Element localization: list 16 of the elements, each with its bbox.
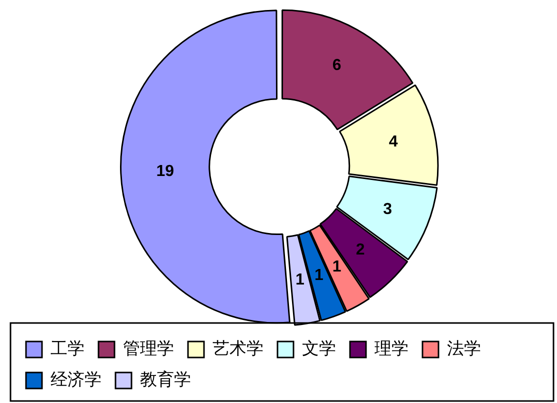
legend-label: 教育学 (140, 370, 191, 390)
legend-label: 工学 (50, 338, 84, 359)
legend-label: 艺术学 (212, 338, 264, 359)
data-label: 1 (332, 258, 342, 276)
data-label: 1 (314, 266, 324, 284)
legend-label: 文学 (302, 338, 336, 359)
legend-label: 管理学 (123, 338, 174, 359)
data-label: 1 (296, 272, 305, 289)
data-label: 19 (156, 162, 174, 180)
legend-label: 理学 (374, 338, 408, 359)
legend-label: 经济学 (50, 370, 102, 390)
legend-label: 法学 (447, 338, 481, 359)
data-label: 2 (356, 241, 365, 258)
data-label: 3 (383, 200, 392, 218)
data-label: 4 (388, 134, 398, 151)
data-label: 6 (332, 57, 342, 74)
